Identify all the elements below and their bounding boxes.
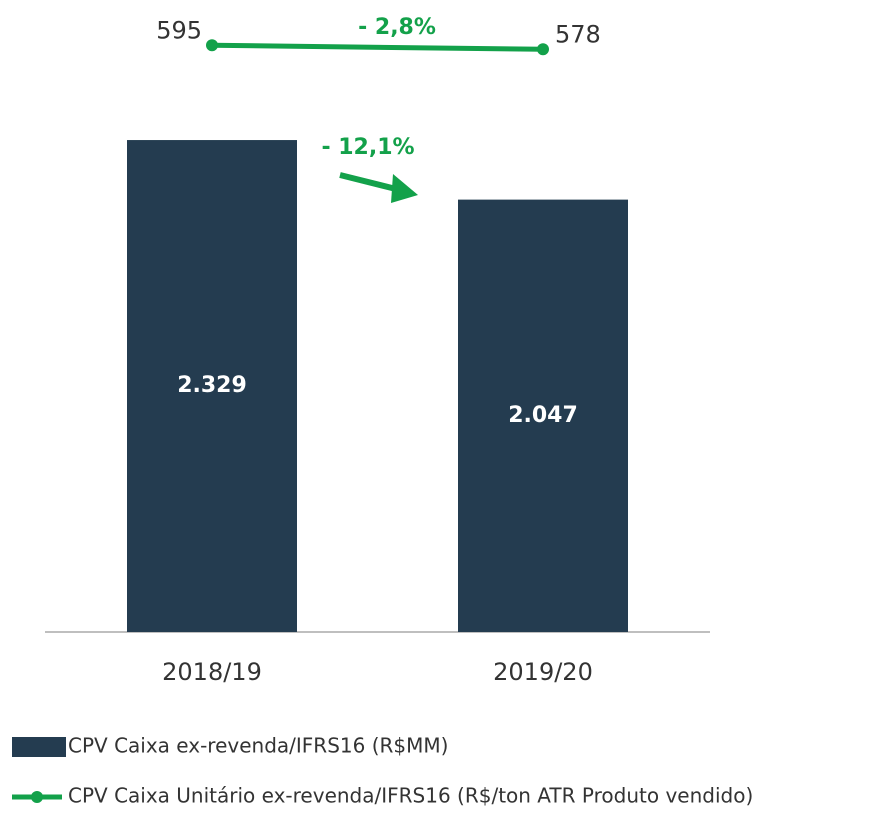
annotation: - 2,8% <box>358 15 436 40</box>
data-label: 2.329 <box>177 373 247 398</box>
bar <box>127 140 297 633</box>
legend-swatch <box>31 791 43 803</box>
data-label: 2.047 <box>508 403 578 428</box>
annotation: - 12,1% <box>321 135 414 160</box>
legend-label: CPV Caixa Unitário ex-revenda/IFRS16 (R$… <box>68 784 753 808</box>
x-tick-label: 2019/20 <box>493 658 593 686</box>
line-marker <box>206 39 218 52</box>
trend-arrow <box>339 172 418 203</box>
x-tick-label: 2018/19 <box>162 658 262 686</box>
legend-label: CPV Caixa ex-revenda/IFRS16 (R$MM) <box>68 734 448 758</box>
line-marker <box>537 43 549 56</box>
legend-swatch <box>12 737 66 757</box>
data-label: 578 <box>555 20 601 48</box>
bar <box>458 199 628 632</box>
line <box>211 42 544 52</box>
data-label: 595 <box>156 16 202 44</box>
